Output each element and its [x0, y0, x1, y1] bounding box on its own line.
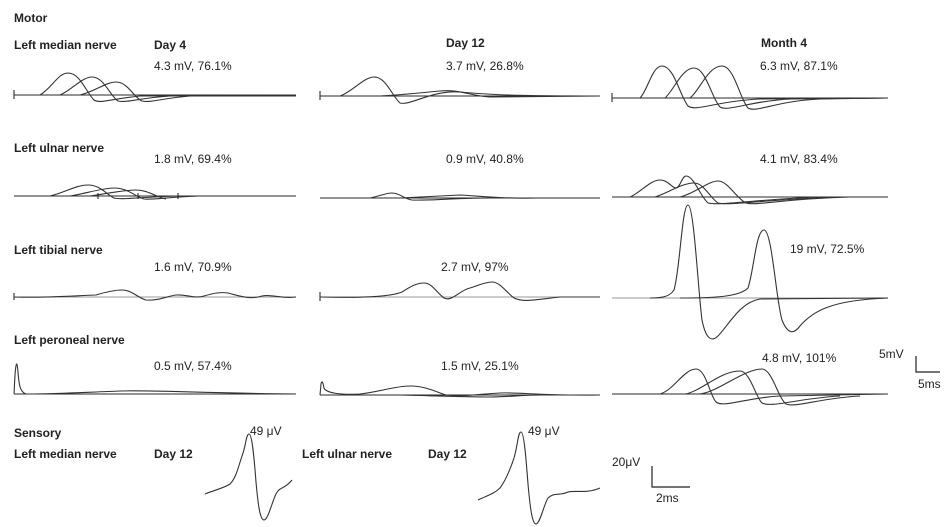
value-peroneal-day12: 1.5 mV, 25.1% — [441, 359, 519, 373]
nerve-label-left-median-sensory: Left median nerve — [14, 447, 117, 461]
column-header-month-4: Month 4 — [761, 36, 807, 50]
sensory-scale-time: 2ms — [656, 491, 679, 505]
trace-sensory-median — [204, 433, 293, 521]
value-median-day4: 4.3 mV, 76.1% — [154, 59, 232, 73]
value-tibial-month4: 19 mV, 72.5% — [790, 242, 865, 256]
nerve-label-left-tibial-motor: Left tibial nerve — [14, 243, 103, 257]
value-peroneal-day4: 0.5 mV, 57.4% — [154, 359, 232, 373]
nerve-label-left-ulnar-motor: Left ulnar nerve — [14, 141, 104, 155]
trace-peroneal-day4 — [13, 363, 297, 395]
sensory-ulnar-day: Day 12 — [428, 447, 467, 461]
trace-tibial-day4 — [13, 289, 297, 301]
trace-median-day12 — [319, 76, 601, 104]
trace-sensory-ulnar — [477, 431, 601, 525]
trace-tibial-month4 — [612, 204, 889, 340]
sensory-scale-voltage: 20μV — [612, 455, 640, 469]
trace-median-day4 — [13, 72, 297, 103]
section-sensory-title: Sensory — [14, 426, 62, 440]
sensory-ulnar-amplitude: 49 μV — [528, 424, 560, 438]
column-header-day-12: Day 12 — [446, 36, 485, 50]
trace-ulnar-month4 — [612, 175, 888, 205]
trace-ulnar-day12 — [320, 192, 600, 201]
nerve-label-left-peroneal-motor: Left peroneal nerve — [14, 333, 125, 347]
value-tibial-day4: 1.6 mV, 70.9% — [154, 260, 232, 274]
value-peroneal-month4: 4.8 mV, 101% — [762, 351, 837, 365]
value-median-day12: 3.7 mV, 26.8% — [446, 59, 524, 73]
value-ulnar-day12: 0.9 mV, 40.8% — [446, 152, 524, 166]
value-tibial-day12: 2.7 mV, 97% — [441, 260, 509, 274]
motor-scale-time: 5ms — [918, 377, 941, 391]
nerve-label-left-median-motor: Left median nerve — [14, 38, 117, 52]
value-ulnar-day4: 1.8 mV, 69.4% — [154, 152, 232, 166]
trace-tibial-day12 — [319, 281, 600, 301]
trace-median-month4 — [611, 65, 889, 110]
trace-peroneal-day12 — [319, 381, 601, 398]
nerve-label-left-ulnar-sensory: Left ulnar nerve — [302, 447, 392, 461]
motor-scale-bar: 5mV 5ms — [879, 347, 941, 391]
sensory-median-day: Day 12 — [154, 447, 193, 461]
trace-ulnar-day4 — [14, 184, 296, 200]
motor-scale-voltage: 5mV — [879, 347, 904, 361]
section-motor-title: Motor — [14, 11, 48, 25]
sensory-scale-bar: 20μV 2ms — [612, 455, 690, 505]
trace-peroneal-month4 — [612, 368, 889, 406]
value-ulnar-month4: 4.1 mV, 83.4% — [760, 152, 838, 166]
column-header-day-4: Day 4 — [154, 38, 186, 52]
value-median-month4: 6.3 mV, 87.1% — [760, 59, 838, 73]
sensory-median-amplitude: 49 μV — [250, 424, 282, 438]
